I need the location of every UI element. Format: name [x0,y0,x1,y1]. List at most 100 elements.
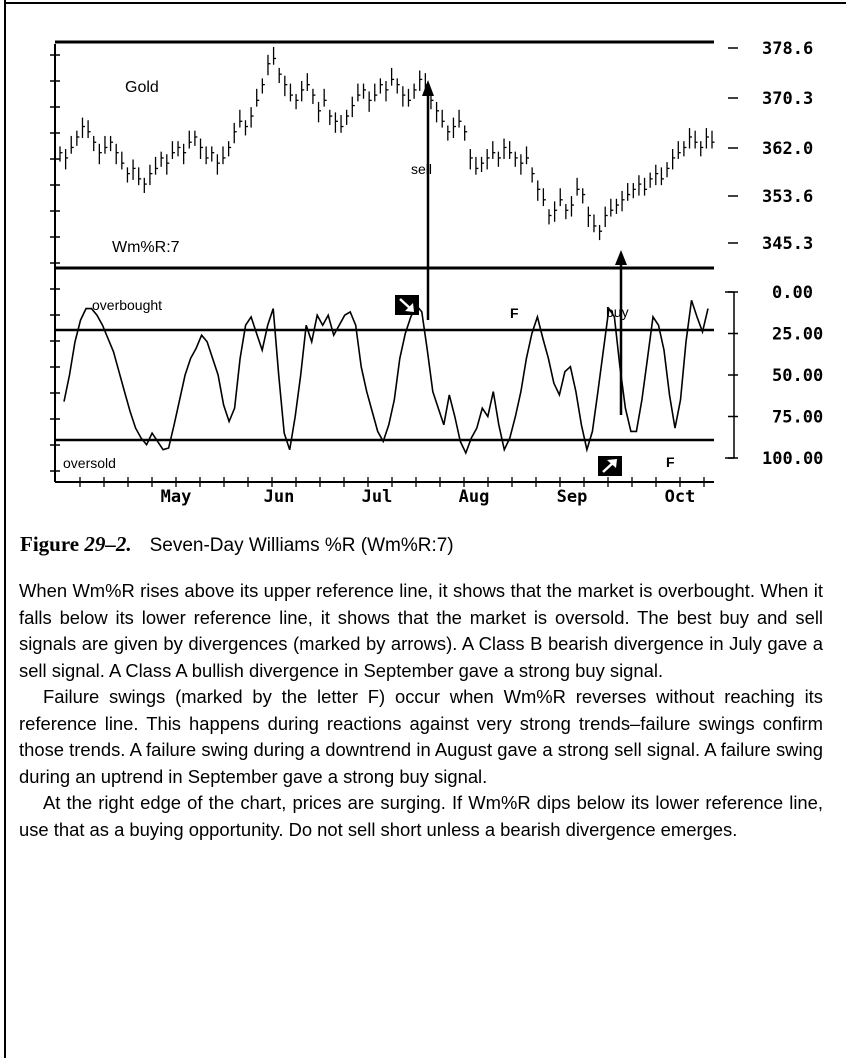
price-bar [553,201,558,222]
oscillator-tick-label: 100.00 [762,449,823,469]
price-bar [306,73,310,91]
figure-label: Figure 29–2. [20,532,132,556]
price-bar [109,135,114,152]
price-bar [143,177,147,193]
price-bar [537,180,541,201]
price-bar [632,183,636,199]
price-tick-label: 370.3 [762,89,813,109]
price-bar [525,146,530,165]
price-bar [413,83,417,99]
price-bar [638,175,642,196]
price-bar [469,149,473,170]
price-bar [565,203,569,220]
price-bar [87,120,91,139]
price-bar [666,162,670,178]
price-bar [492,141,496,159]
oscillator-tick-label: 25.00 [772,325,823,345]
page-frame-left [4,0,6,1058]
price-bar [604,206,608,228]
price-bar [407,88,411,107]
price-bar [480,156,485,173]
price-bar [694,130,698,149]
oscillator-series-label: Wm%R:7 [112,239,180,256]
paragraph-overbought-oversold: When Wm%R rises above its upper referenc… [19,580,823,681]
bullish-divergence-arrow-icon [598,456,622,476]
price-bar [643,177,648,196]
price-bar [340,115,344,133]
price-tick-label: 362.0 [762,139,813,159]
price-bar [278,67,282,84]
price-bar [289,83,293,102]
month-tick-label: Jun [264,487,295,507]
price-bar [166,154,170,175]
price-bar [368,91,372,112]
gold-price-bars [59,46,715,241]
gold-series-label: Gold [125,79,159,96]
price-axis-labels: 378.6 370.3 362.0 353.6 345.3 [728,39,813,254]
price-bar [301,80,305,102]
price-bar [104,135,108,154]
buy-arrow-head [615,250,627,265]
figure-title: Seven-Day Williams %R (Wm%R:7) [149,535,454,556]
price-bar [183,143,187,165]
paragraph-failure-swings: Failure swings (marked by the letter F) … [19,686,823,787]
price-bar [627,183,631,201]
price-bar [430,94,434,110]
price-bar [244,120,248,136]
price-bar [346,109,350,125]
price-bar [542,188,546,207]
bearish-divergence-arrow-icon [395,295,419,315]
price-bar [559,188,563,207]
price-bar [655,164,659,186]
price-bar [199,138,204,159]
price-bar [520,154,524,175]
price-bar [138,167,142,186]
oversold-label: oversold [63,455,116,471]
price-bar [587,206,591,228]
price-bar [570,196,574,217]
oscillator-tick-label: 75.00 [772,408,823,428]
price-bar [615,198,619,214]
price-bar [149,164,153,186]
price-bar [688,128,693,149]
price-bar [447,125,451,141]
price-bar [351,96,355,118]
price-bar [379,78,383,94]
wm-r-line [63,300,709,456]
price-bar [497,151,501,167]
sell-arrow-head [422,80,434,96]
price-bar [329,109,333,125]
price-bar [295,94,299,110]
price-bar [188,130,192,149]
month-axis-labels: May Jun Jul Aug Sep Oct [79,477,705,507]
failure-swing-label-august: F [510,305,519,321]
month-tick-label: May [161,487,192,507]
page-frame-top [4,2,846,4]
price-bar [548,209,552,225]
price-bar [256,88,260,107]
oscillator-tick-label: 50.00 [772,366,823,386]
left-axis-ticks [50,54,60,472]
price-bar [531,167,535,183]
price-bar [205,146,209,165]
price-bar [660,167,664,186]
price-bar [233,122,237,144]
price-bar [649,172,653,188]
buy-label: buy [606,304,629,320]
price-bar [357,83,361,102]
price-bar [362,83,367,99]
price-bar [222,146,226,165]
price-bar [503,138,507,159]
price-bar [700,141,704,157]
failure-swing-label-september: F [666,454,675,470]
oscillator-series [63,300,709,456]
price-bar [70,135,74,154]
price-bar [672,149,676,170]
price-bar [385,80,389,102]
price-bar [323,88,327,107]
price-tick-label: 345.3 [762,234,813,254]
price-tick-label: 378.6 [762,39,813,59]
price-bar [227,141,232,157]
price-bar [441,109,445,128]
overbought-label: overbought [92,297,162,313]
